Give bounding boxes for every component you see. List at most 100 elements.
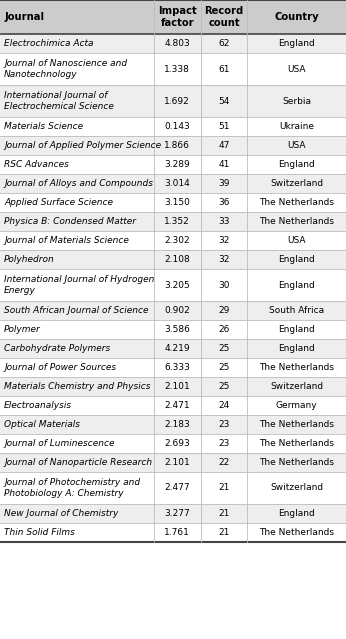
- Text: 2.183: 2.183: [164, 420, 190, 429]
- Text: 22: 22: [218, 458, 230, 467]
- Text: 3.277: 3.277: [164, 509, 190, 518]
- Text: 25: 25: [218, 382, 230, 391]
- Text: 3.205: 3.205: [164, 281, 190, 289]
- Text: Journal of Luminescence: Journal of Luminescence: [4, 439, 115, 448]
- Text: 29: 29: [218, 306, 230, 315]
- Text: Journal of Nanoparticle Research: Journal of Nanoparticle Research: [4, 458, 152, 467]
- Text: Applied Surface Science: Applied Surface Science: [4, 198, 113, 207]
- Bar: [0, 339, 346, 358]
- Bar: [0, 269, 346, 301]
- Text: Carbohydrate Polymers: Carbohydrate Polymers: [4, 344, 110, 353]
- Text: 25: 25: [218, 344, 230, 353]
- Text: 51: 51: [218, 122, 230, 131]
- Text: 4.803: 4.803: [164, 39, 190, 48]
- Text: New Journal of Chemistry: New Journal of Chemistry: [4, 509, 118, 518]
- Text: 26: 26: [218, 325, 230, 334]
- Text: 41: 41: [218, 160, 230, 169]
- Text: 39: 39: [218, 179, 230, 188]
- Text: 21: 21: [218, 509, 230, 518]
- Text: 2.302: 2.302: [164, 236, 190, 245]
- Bar: [0, 0, 346, 34]
- Bar: [0, 396, 346, 415]
- Text: 32: 32: [218, 236, 230, 245]
- Text: 36: 36: [218, 198, 230, 207]
- Text: 2.101: 2.101: [164, 458, 190, 467]
- Text: 33: 33: [218, 217, 230, 226]
- Bar: [0, 415, 346, 434]
- Text: Thin Solid Films: Thin Solid Films: [4, 528, 75, 537]
- Text: Optical Materials: Optical Materials: [4, 420, 80, 429]
- Bar: [0, 155, 346, 174]
- Text: Physica B: Condensed Matter: Physica B: Condensed Matter: [4, 217, 136, 226]
- Text: Country: Country: [274, 12, 319, 22]
- Text: Materials Chemistry and Physics: Materials Chemistry and Physics: [4, 382, 151, 391]
- Bar: [0, 453, 346, 472]
- Text: Electroanalysis: Electroanalysis: [4, 401, 72, 410]
- Text: England: England: [278, 344, 315, 353]
- Text: USA: USA: [288, 236, 306, 245]
- Bar: [0, 504, 346, 523]
- Text: 1.338: 1.338: [164, 65, 190, 73]
- Text: 4.219: 4.219: [164, 344, 190, 353]
- Text: 2.108: 2.108: [164, 255, 190, 264]
- Text: 32: 32: [218, 255, 230, 264]
- Text: Serbia: Serbia: [282, 96, 311, 105]
- Text: USA: USA: [288, 141, 306, 150]
- Text: South Africa: South Africa: [269, 306, 324, 315]
- Text: The Netherlands: The Netherlands: [259, 420, 334, 429]
- Text: 0.902: 0.902: [164, 306, 190, 315]
- Text: Journal of Materials Science: Journal of Materials Science: [4, 236, 129, 245]
- Bar: [0, 320, 346, 339]
- Text: 1.761: 1.761: [164, 528, 190, 537]
- Text: 1.692: 1.692: [164, 96, 190, 105]
- Text: Journal of Applied Polymer Science: Journal of Applied Polymer Science: [4, 141, 161, 150]
- Text: 3.289: 3.289: [164, 160, 190, 169]
- Text: England: England: [278, 39, 315, 48]
- Text: 23: 23: [218, 439, 230, 448]
- Text: 24: 24: [218, 401, 230, 410]
- Bar: [0, 250, 346, 269]
- Bar: [0, 301, 346, 320]
- Text: The Netherlands: The Netherlands: [259, 217, 334, 226]
- Bar: [0, 472, 346, 504]
- Text: Switzerland: Switzerland: [270, 179, 323, 188]
- Text: Ukraine: Ukraine: [279, 122, 314, 131]
- Text: England: England: [278, 255, 315, 264]
- Bar: [0, 231, 346, 250]
- Text: England: England: [278, 281, 315, 289]
- Text: Electrochimica Acta: Electrochimica Acta: [4, 39, 93, 48]
- Text: England: England: [278, 509, 315, 518]
- Bar: [0, 53, 346, 85]
- Text: 0.143: 0.143: [164, 122, 190, 131]
- Text: 61: 61: [218, 65, 230, 73]
- Text: England: England: [278, 160, 315, 169]
- Bar: [0, 434, 346, 453]
- Text: The Netherlands: The Netherlands: [259, 439, 334, 448]
- Text: Journal: Journal: [4, 12, 44, 22]
- Text: 25: 25: [218, 363, 230, 372]
- Text: Polymer: Polymer: [4, 325, 41, 334]
- Text: South African Journal of Science: South African Journal of Science: [4, 306, 148, 315]
- Bar: [0, 523, 346, 542]
- Text: Impact
factor: Impact factor: [158, 6, 197, 28]
- Text: The Netherlands: The Netherlands: [259, 198, 334, 207]
- Text: Polyhedron: Polyhedron: [4, 255, 55, 264]
- Bar: [0, 193, 346, 212]
- Text: Journal of Photochemistry and
Photobiology A: Chemistry: Journal of Photochemistry and Photobiolo…: [4, 478, 140, 498]
- Text: Journal of Alloys and Compounds: Journal of Alloys and Compounds: [4, 179, 153, 188]
- Text: 2.101: 2.101: [164, 382, 190, 391]
- Text: Journal of Nanoscience and
Nanotechnology: Journal of Nanoscience and Nanotechnolog…: [4, 59, 127, 79]
- Text: 3.150: 3.150: [164, 198, 190, 207]
- Text: 23: 23: [218, 420, 230, 429]
- Text: Switzerland: Switzerland: [270, 484, 323, 493]
- Text: 54: 54: [218, 96, 230, 105]
- Bar: [0, 136, 346, 155]
- Bar: [0, 377, 346, 396]
- Text: Record
count: Record count: [204, 6, 244, 28]
- Bar: [0, 117, 346, 136]
- Text: RSC Advances: RSC Advances: [4, 160, 69, 169]
- Bar: [0, 34, 346, 53]
- Text: The Netherlands: The Netherlands: [259, 528, 334, 537]
- Text: 2.471: 2.471: [164, 401, 190, 410]
- Text: 62: 62: [218, 39, 230, 48]
